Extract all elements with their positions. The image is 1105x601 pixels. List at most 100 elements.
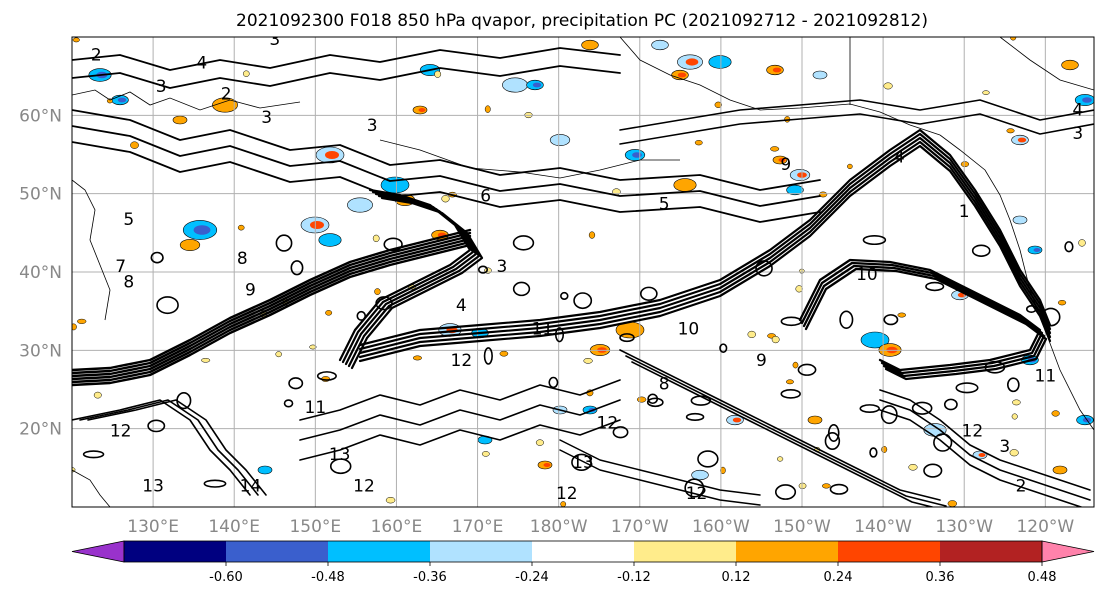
lat-tick-label: 60°N (19, 106, 62, 126)
contour-closed (283, 399, 294, 408)
colorbar-tick-label: 0.24 (824, 570, 853, 585)
precip-dot (374, 288, 381, 295)
contour-closed (883, 314, 899, 326)
contour-line (299, 419, 621, 461)
contour-line (798, 258, 1042, 372)
precip-dot (237, 224, 245, 231)
contour-line (72, 231, 472, 375)
lon-tick-label: 160°E (371, 517, 423, 537)
contour-label: 10 (678, 320, 700, 340)
contour-closed (955, 382, 979, 394)
lat-tick-label: 50°N (19, 185, 62, 205)
contour-label: 2 (221, 85, 232, 105)
precip-dot (908, 463, 918, 471)
contour-line (800, 261, 1044, 375)
contour-label: 4 (196, 53, 207, 73)
precip-patch (673, 178, 697, 192)
contour-line (358, 136, 1052, 355)
contour-closed (288, 377, 304, 390)
contour-closed (862, 234, 887, 246)
precip-patch (318, 233, 342, 247)
contour-closed (82, 450, 105, 459)
contour-label: 3 (367, 116, 378, 136)
contour-closed (548, 376, 559, 389)
contour-closed (316, 371, 337, 381)
precip-core (732, 417, 742, 423)
contour-label: 2 (91, 46, 102, 66)
contour-closed (829, 483, 849, 495)
precip-patch (212, 97, 238, 113)
contour-label: 13 (572, 453, 594, 473)
lon-tick-label: 180°W (530, 517, 588, 537)
precip-core (1017, 137, 1027, 143)
contour-label: 14 (240, 476, 262, 496)
contour-label: 12 (556, 484, 578, 504)
contour-line (72, 243, 472, 387)
coastline (72, 469, 111, 507)
lon-tick-label: 150°E (289, 517, 341, 537)
contour-closed (911, 401, 933, 415)
longitude-axis: 130°E 140°E 150°E 160°E 170°E 180°W 170°W 160°W… (127, 517, 1074, 537)
contour-label: 3 (156, 77, 167, 97)
contour-label: 1 (959, 202, 970, 222)
colorbar-segment (532, 541, 635, 562)
colorbar-extend-high (1041, 540, 1095, 563)
contour-closed (1006, 377, 1020, 393)
precip-dot (747, 330, 756, 339)
contour-closed (275, 234, 293, 252)
contour-label: 12 (686, 484, 708, 504)
contour-closed (619, 333, 635, 343)
precip-patch (812, 70, 828, 80)
colorbar-segment (838, 541, 941, 562)
precip-dot (897, 312, 907, 318)
contour-line (72, 228, 472, 372)
contour-line (619, 99, 1094, 131)
contour-line (358, 132, 1052, 351)
colorbar-tick-label: 0.12 (722, 570, 751, 585)
contour-label: 3 (496, 257, 507, 277)
contour-line (299, 399, 621, 441)
contour-closed (824, 432, 841, 451)
precip-dot (583, 357, 593, 364)
contour-label: 11 (1035, 367, 1057, 387)
contour-closed (176, 391, 192, 410)
lon-tick-label: 170°E (452, 517, 504, 537)
lat-tick-label: 20°N (19, 420, 62, 440)
precip-core (543, 463, 551, 467)
precip-patch (347, 197, 373, 213)
contour-closed (612, 426, 629, 439)
contour-label: 3 (999, 437, 1010, 457)
precip-core (193, 225, 211, 235)
contour-closed (780, 389, 801, 399)
precip-core (532, 82, 542, 88)
precip-dot (1011, 413, 1018, 420)
colorbar-tick-label: -0.60 (209, 570, 243, 585)
contour-line (619, 349, 941, 501)
precip-dot (694, 140, 703, 146)
precip-dot (883, 82, 893, 90)
precip-dot (588, 231, 596, 239)
contour-line (72, 234, 472, 378)
contour-label: 12 (451, 351, 473, 371)
contour-closed (1064, 241, 1074, 253)
precip-dot (847, 163, 853, 170)
coastline (999, 37, 1094, 91)
precip-dot (982, 90, 990, 95)
precip-dot (1012, 399, 1021, 406)
contour-closed (925, 281, 945, 292)
precip-patch (179, 239, 201, 251)
contour-closed (554, 327, 565, 343)
precip-dot (93, 391, 102, 399)
contour-closed (477, 265, 489, 274)
precip-dot (412, 355, 422, 361)
map-frame (71, 36, 1095, 508)
precip-core (772, 67, 782, 73)
contour-line (358, 144, 1052, 363)
contour-line (72, 141, 821, 223)
coastline (379, 139, 680, 179)
precip-dot (385, 496, 396, 504)
lon-tick-label: 150°W (773, 517, 831, 537)
precip-core (117, 97, 127, 103)
